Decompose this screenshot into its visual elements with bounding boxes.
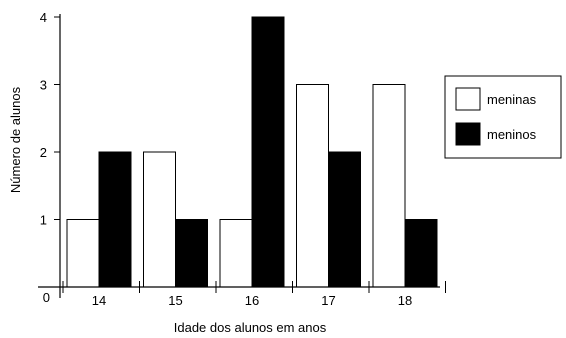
legend-label-meninas: meninas (487, 92, 537, 107)
axes-layer (38, 14, 440, 298)
y-tick-label-1: 1 (40, 213, 47, 228)
x-ticks: 14 15 16 17 18 (62, 281, 446, 308)
y-ticks: 0 1 2 3 4 (40, 10, 60, 305)
bar-meninas-15 (143, 151, 176, 288)
bar-meninas-18 (372, 84, 406, 288)
y-axis-title: Número de alunos (8, 86, 23, 193)
bar-meninas-14 (66, 219, 100, 288)
bar-meninos-15 (175, 219, 208, 288)
bar-meninas-16 (219, 219, 253, 288)
legend-swatch-meninas (455, 87, 481, 111)
bars-layer (66, 16, 438, 288)
legend-swatch-meninos (455, 122, 481, 146)
x-tick-label-14: 14 (92, 293, 106, 308)
x-tick-label-17: 17 (321, 293, 335, 308)
legend: meninas meninos (444, 75, 562, 159)
x-tick-label-15: 15 (168, 293, 182, 308)
legend-label-meninos: meninos (487, 127, 537, 142)
x-tick-label-18: 18 (398, 293, 412, 308)
bar-meninas-17 (296, 84, 329, 288)
y-tick-label-4: 4 (40, 10, 47, 25)
y-tick-label-2: 2 (40, 145, 47, 160)
y-tick-label-0: 0 (43, 290, 50, 305)
y-tick-label-3: 3 (40, 78, 47, 93)
bar-meninos-14 (98, 151, 132, 288)
x-tick-label-16: 16 (245, 293, 259, 308)
bar-meninos-18 (404, 219, 438, 288)
bar-meninos-17 (328, 151, 361, 288)
x-axis-title: Idade dos alunos em anos (174, 320, 327, 335)
bar-meninos-16 (251, 16, 285, 288)
